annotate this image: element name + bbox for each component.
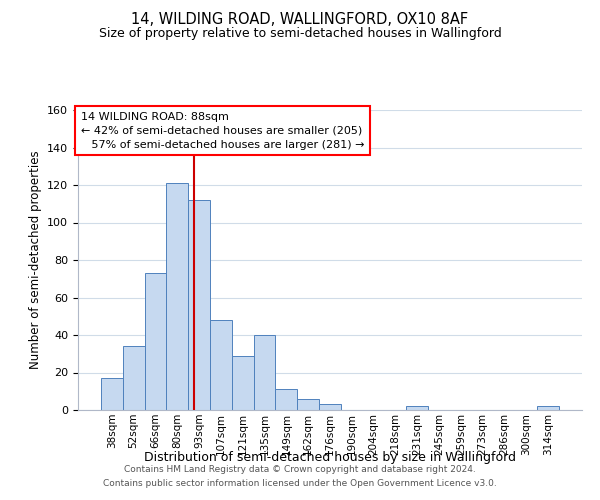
- Bar: [166, 183, 188, 410]
- Bar: [297, 399, 319, 410]
- Bar: [275, 390, 297, 410]
- Bar: [537, 406, 559, 410]
- Text: Distribution of semi-detached houses by size in Wallingford: Distribution of semi-detached houses by …: [144, 451, 516, 464]
- Text: Size of property relative to semi-detached houses in Wallingford: Size of property relative to semi-detach…: [98, 28, 502, 40]
- Bar: [101, 378, 123, 410]
- Bar: [254, 335, 275, 410]
- Bar: [319, 404, 341, 410]
- Bar: [145, 273, 166, 410]
- Bar: [232, 356, 254, 410]
- Bar: [188, 200, 210, 410]
- Y-axis label: Number of semi-detached properties: Number of semi-detached properties: [29, 150, 41, 370]
- Bar: [123, 346, 145, 410]
- Text: 14, WILDING ROAD, WALLINGFORD, OX10 8AF: 14, WILDING ROAD, WALLINGFORD, OX10 8AF: [131, 12, 469, 28]
- Bar: [210, 320, 232, 410]
- Text: 14 WILDING ROAD: 88sqm
← 42% of semi-detached houses are smaller (205)
   57% of: 14 WILDING ROAD: 88sqm ← 42% of semi-det…: [80, 112, 364, 150]
- Bar: [406, 406, 428, 410]
- Text: Contains HM Land Registry data © Crown copyright and database right 2024.
Contai: Contains HM Land Registry data © Crown c…: [103, 466, 497, 487]
